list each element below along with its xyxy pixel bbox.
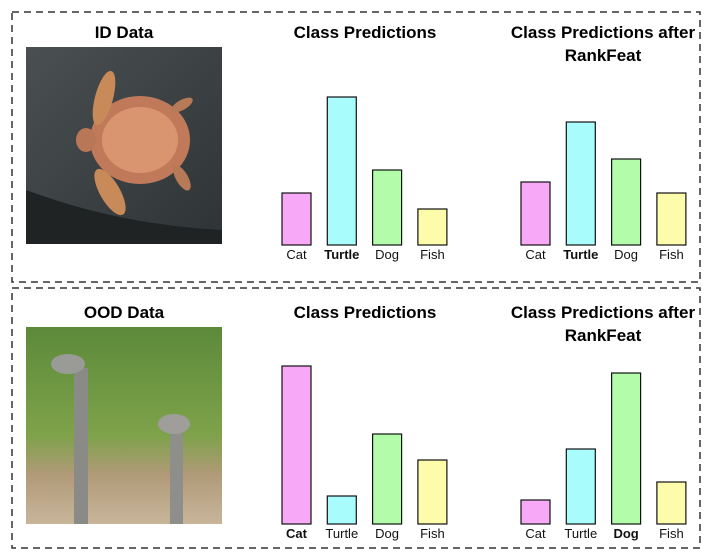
category-label: Fish bbox=[420, 247, 445, 262]
category-label: Dog bbox=[375, 247, 399, 262]
turtle-photo bbox=[26, 47, 222, 244]
category-label: Turtle bbox=[325, 526, 358, 541]
bar bbox=[520, 181, 551, 246]
panel-frame bbox=[11, 287, 701, 549]
bar bbox=[520, 499, 551, 525]
category-label: Cat bbox=[286, 526, 308, 541]
title: Class Predictions bbox=[293, 23, 437, 42]
bar bbox=[281, 192, 312, 246]
bar bbox=[372, 169, 403, 246]
panel-frame bbox=[11, 11, 701, 283]
bar bbox=[281, 365, 312, 525]
category-label: Cat bbox=[525, 247, 546, 262]
category-label: Turtle bbox=[563, 247, 598, 262]
category-label: Turtle bbox=[324, 247, 359, 262]
title: Class Predictions after RankFeat bbox=[510, 303, 696, 345]
bar bbox=[610, 372, 642, 525]
category-label: Fish bbox=[420, 526, 445, 541]
bar bbox=[656, 481, 687, 525]
category-label: Turtle bbox=[564, 526, 597, 541]
bar bbox=[326, 96, 357, 246]
title: Class Predictions after RankFeat bbox=[510, 23, 696, 65]
bar bbox=[565, 121, 596, 246]
title: OOD Data bbox=[83, 303, 165, 322]
category-label: Dog bbox=[614, 247, 638, 262]
category-label: Cat bbox=[525, 526, 546, 541]
bar bbox=[417, 459, 448, 525]
title: Class Predictions bbox=[293, 303, 437, 322]
category-label: Dog bbox=[613, 526, 638, 541]
bar bbox=[326, 495, 357, 525]
category-label: Fish bbox=[659, 526, 684, 541]
category-label: Dog bbox=[375, 526, 399, 541]
bar bbox=[372, 433, 403, 525]
bar bbox=[565, 448, 596, 525]
bar bbox=[417, 208, 448, 246]
ostrich-photo bbox=[26, 327, 222, 524]
category-label: Cat bbox=[286, 247, 307, 262]
bar bbox=[656, 192, 687, 246]
category-label: Fish bbox=[659, 247, 684, 262]
bar bbox=[610, 158, 642, 246]
title: ID Data bbox=[94, 23, 154, 42]
